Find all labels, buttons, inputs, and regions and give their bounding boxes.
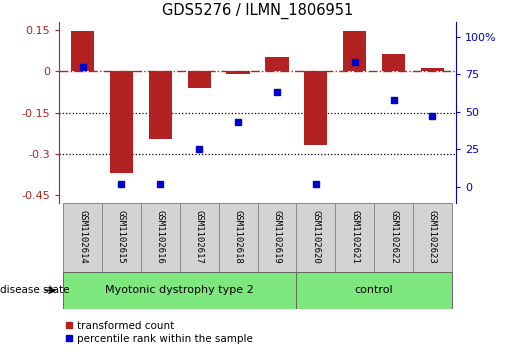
Bar [180, 203, 219, 272]
Bar [265, 57, 288, 71]
Text: GSM1102619: GSM1102619 [272, 209, 281, 263]
Text: GSM1102618: GSM1102618 [234, 209, 243, 263]
Bar [71, 30, 94, 71]
Bar [421, 68, 444, 71]
Bar [63, 272, 296, 309]
Bar [258, 203, 296, 272]
Bar [141, 203, 180, 272]
Bar [374, 203, 413, 272]
Bar [296, 203, 335, 272]
Text: GSM1102614: GSM1102614 [78, 209, 87, 263]
Bar [219, 203, 258, 272]
Legend: transformed count, percentile rank within the sample: transformed count, percentile rank withi… [64, 321, 253, 344]
Title: GDS5276 / ILMN_1806951: GDS5276 / ILMN_1806951 [162, 3, 353, 19]
Bar [187, 71, 211, 88]
Text: GSM1102620: GSM1102620 [311, 209, 320, 263]
Text: control: control [355, 285, 393, 295]
Bar [110, 71, 133, 173]
Bar [382, 54, 405, 71]
Text: GSM1102615: GSM1102615 [117, 209, 126, 263]
Bar [413, 203, 452, 272]
Bar [296, 272, 452, 309]
Text: GSM1102621: GSM1102621 [350, 209, 359, 263]
Bar [335, 203, 374, 272]
Text: GSM1102623: GSM1102623 [428, 209, 437, 263]
Text: GSM1102616: GSM1102616 [156, 209, 165, 263]
Bar [304, 71, 328, 145]
Bar [63, 203, 102, 272]
Bar [149, 71, 172, 139]
Text: Myotonic dystrophy type 2: Myotonic dystrophy type 2 [106, 285, 254, 295]
Text: disease state: disease state [0, 285, 70, 295]
Bar [343, 30, 366, 71]
Bar [227, 71, 250, 74]
Bar [102, 203, 141, 272]
Text: GSM1102617: GSM1102617 [195, 209, 204, 263]
Text: GSM1102622: GSM1102622 [389, 209, 398, 263]
